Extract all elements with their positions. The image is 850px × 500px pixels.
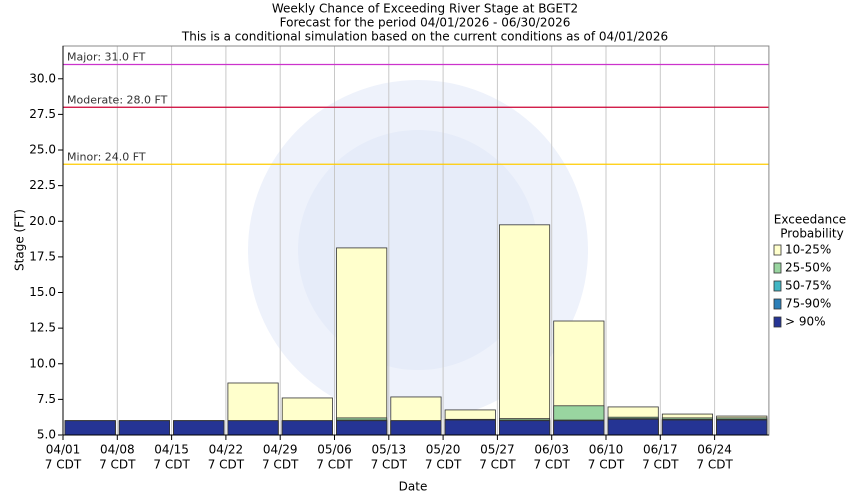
- x-tick-label: 05/20: [426, 443, 461, 457]
- y-tick-label: 22.5: [29, 178, 56, 192]
- x-tick-label: 05/13: [372, 443, 407, 457]
- bar: [118, 420, 171, 436]
- bar: [498, 420, 551, 436]
- legend-label: 10-25%: [785, 243, 831, 257]
- x-tick-time: 7 CDT: [99, 458, 136, 472]
- y-tick-label: 5.0: [37, 428, 56, 442]
- x-tick-label: 06/24: [697, 443, 732, 457]
- y-tick-label: 17.5: [29, 249, 56, 263]
- bar: [661, 419, 713, 436]
- y-tick-label: 30.0: [29, 71, 56, 85]
- x-tick-time: 7 CDT: [696, 458, 733, 472]
- legend-label: 75-90%: [785, 297, 831, 311]
- x-tick-label: 04/15: [154, 443, 189, 457]
- legend-label: 25-50%: [785, 261, 831, 275]
- legend-swatch: [773, 316, 782, 328]
- x-tick-time: 7 CDT: [153, 458, 190, 472]
- legend-label: 50-75%: [785, 279, 831, 293]
- threshold-label: Minor: 24.0 FT: [67, 150, 146, 163]
- x-tick-label: 04/01: [46, 443, 81, 457]
- bar: [64, 420, 116, 436]
- x-tick-label: 04/29: [263, 443, 298, 457]
- legend-swatch: [773, 244, 782, 256]
- x-tick-time: 7 CDT: [45, 458, 82, 472]
- x-tick-label: 06/03: [534, 443, 569, 457]
- bar: [281, 420, 333, 436]
- y-tick-label: 12.5: [29, 321, 56, 335]
- threshold-label: Moderate: 28.0 FT: [67, 93, 168, 106]
- x-tick-label: 05/27: [480, 443, 515, 457]
- x-tick-time: 7 CDT: [262, 458, 299, 472]
- legend-swatch: [773, 262, 782, 274]
- bar: [173, 420, 225, 436]
- x-tick-label: 04/22: [209, 443, 244, 457]
- title-line: Weekly Chance of Exceeding River Stage a…: [272, 2, 578, 16]
- x-tick-time: 7 CDT: [642, 458, 679, 472]
- y-tick-label: 20.0: [29, 214, 56, 228]
- title-line: Forecast for the period 04/01/2026 - 06/…: [280, 16, 571, 30]
- y-tick-label: 10.0: [29, 356, 56, 370]
- legend-title: Probability: [780, 227, 843, 241]
- x-tick-time: 7 CDT: [533, 458, 570, 472]
- x-tick-time: 7 CDT: [208, 458, 245, 472]
- bar: [716, 419, 768, 436]
- y-tick-label: 15.0: [29, 285, 56, 299]
- threshold-label: Major: 31.0 FT: [67, 51, 146, 64]
- bar: [607, 418, 659, 436]
- x-tick-label: 06/10: [589, 443, 624, 457]
- bar: [336, 247, 388, 436]
- x-tick-time: 7 CDT: [425, 458, 462, 472]
- legend-swatch: [773, 298, 782, 310]
- title-line: This is a conditional simulation based o…: [181, 30, 668, 44]
- x-axis-label: Date: [399, 480, 428, 494]
- legend-title: Exceedance: [774, 213, 846, 227]
- x-tick-label: 06/17: [643, 443, 678, 457]
- y-tick-label: 7.5: [37, 392, 56, 406]
- x-tick-label: 05/06: [317, 443, 352, 457]
- y-tick-label: 25.0: [29, 143, 56, 157]
- x-tick-time: 7 CDT: [588, 458, 625, 472]
- bar: [336, 420, 388, 436]
- bar: [553, 420, 605, 436]
- legend-swatch: [773, 280, 782, 292]
- x-tick-time: 7 CDT: [479, 458, 516, 472]
- y-tick-label: 27.5: [29, 107, 56, 121]
- bar: [498, 224, 551, 436]
- y-axis-label: Stage (FT): [13, 209, 27, 271]
- bar: [390, 420, 442, 436]
- x-tick-time: 7 CDT: [371, 458, 408, 472]
- bar: [227, 420, 279, 436]
- legend-label: > 90%: [785, 315, 826, 329]
- x-tick-label: 04/08: [100, 443, 135, 457]
- x-tick-time: 7 CDT: [316, 458, 353, 472]
- bar: [444, 419, 496, 436]
